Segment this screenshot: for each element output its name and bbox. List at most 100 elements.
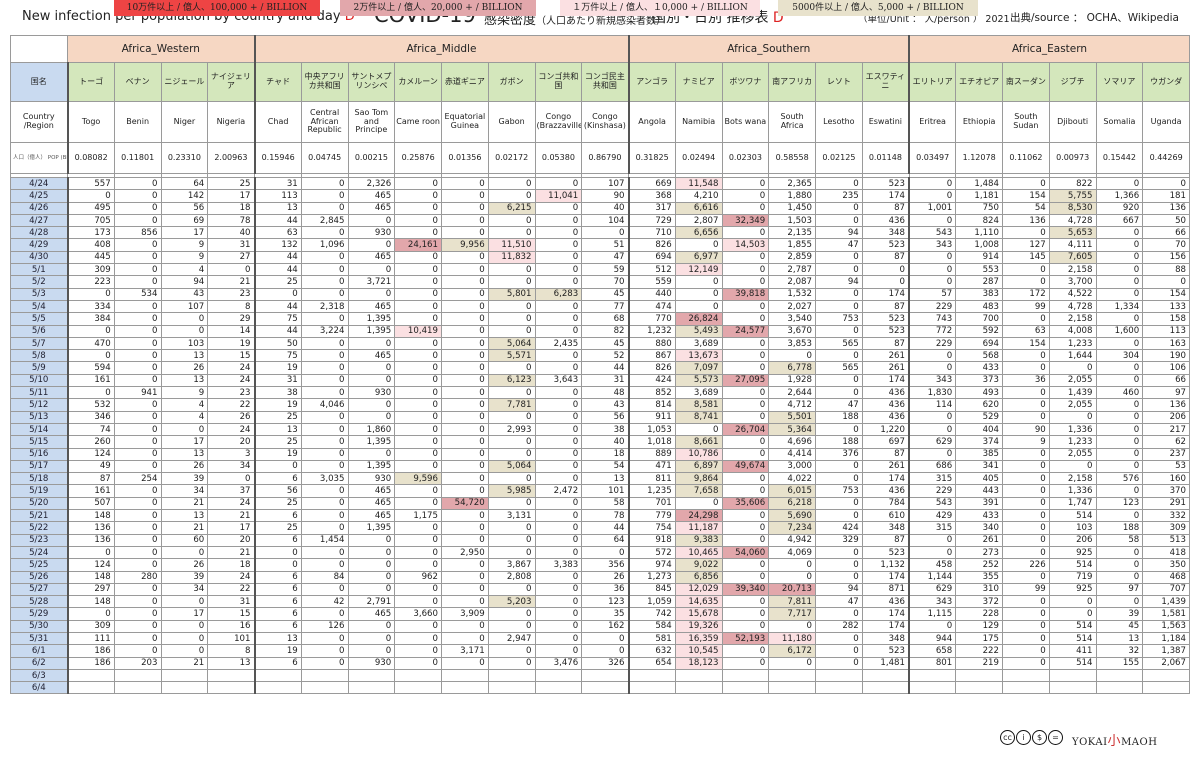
data-cell: 106: [1142, 361, 1190, 375]
data-cell: 190: [1142, 349, 1190, 363]
data-cell: 974: [627, 558, 676, 572]
data-cell: 291: [1142, 496, 1190, 511]
data-cell: 0: [674, 275, 723, 289]
cc-icon: cc: [1000, 730, 1015, 745]
data-cell: 2,644: [768, 386, 816, 400]
data-cell: 0: [721, 176, 770, 191]
data-cell: 856: [113, 226, 162, 240]
data-cell: 436: [861, 595, 910, 609]
date-cell: 4/28: [10, 226, 68, 240]
data-cell: 39: [1095, 607, 1144, 621]
data-cell: 3,700: [1048, 275, 1097, 289]
data-cell: 1,481: [861, 656, 910, 670]
data-cell: 4,414: [768, 447, 816, 461]
data-cell: 348: [861, 226, 910, 240]
country-name-en: Central African Republic: [300, 101, 349, 143]
data-cell: 11,180: [768, 631, 816, 646]
table-row: 5/21 148 0 13 21 6 0 465 1,175 0 3,131 0 78 779 24,298…: [10, 509, 1190, 523]
data-cell: 0: [908, 533, 957, 547]
population-value: 0.23310: [160, 142, 209, 174]
data-cell: 0: [113, 361, 162, 375]
date-cell: 5/22: [10, 521, 68, 535]
data-cell: 103: [160, 336, 209, 351]
table-row: 5/30 309 0 0 16 6 126 0 0 0 0 0 162 584 19,326 0 0 282 174…: [10, 619, 1190, 633]
data-cell: 77: [581, 299, 629, 314]
data-cell: 7,234: [768, 521, 816, 535]
data-cell: 867: [627, 349, 676, 363]
data-cell: 0: [1095, 176, 1144, 191]
data-cell: 19: [253, 644, 302, 658]
data-cell: 94: [815, 275, 863, 289]
data-cell: 1,132: [861, 558, 910, 572]
data-cell: 0: [1095, 410, 1144, 424]
data-cell: 26: [160, 361, 209, 375]
data-cell: 142: [160, 189, 209, 203]
table-row: 5/20 507 0 21 24 25 0 465 0 54,720 0 0 58 701 0 35,606 6…: [10, 496, 1190, 511]
data-cell: 217: [1142, 422, 1190, 437]
population-label: 人口（億人） POP (Billion) 日付 / DATE: [10, 142, 68, 174]
data-cell: 31: [207, 238, 255, 252]
data-cell: 0: [347, 263, 396, 277]
data-cell: 1,110: [955, 226, 1003, 240]
data-cell: 930: [347, 656, 396, 670]
data-cell: 0: [534, 595, 583, 609]
table-row: 5/14 74 0 0 24 13 0 1,860 0 0 2,993 0 38 1,053 0 26,704…: [10, 422, 1190, 437]
data-cell: 70: [581, 275, 629, 289]
data-cell: 4: [160, 410, 209, 424]
data-cell: 0: [394, 361, 442, 375]
data-cell: 941: [113, 386, 162, 400]
country-name-en: Eritrea: [908, 101, 957, 143]
data-cell: 0: [1002, 607, 1050, 621]
data-cell: 45: [581, 336, 629, 351]
data-cell: 87: [861, 533, 910, 547]
data-cell: 6,015: [768, 484, 816, 498]
data-cell: 20,713: [768, 582, 816, 597]
data-cell: 2,859: [768, 250, 816, 265]
date-cell: 5/21: [10, 509, 68, 523]
data-cell: 2,947: [487, 631, 536, 646]
data-cell: 0: [394, 373, 442, 388]
data-cell: 14,635: [674, 595, 723, 609]
date-cell: 5/11: [10, 386, 68, 400]
data-cell: 0: [160, 619, 209, 633]
data-cell: 0: [441, 410, 489, 424]
data-cell: 0: [441, 349, 489, 363]
data-cell: 0: [1095, 459, 1144, 474]
population-value: 0.25876: [394, 142, 442, 174]
data-cell: 436: [861, 213, 910, 228]
date-cell: 5/5: [10, 312, 68, 326]
country-name-en: Lesotho: [815, 101, 863, 143]
data-cell: 0: [1002, 619, 1050, 633]
data-cell: 260: [66, 435, 115, 449]
data-cell: 1,008: [955, 238, 1003, 252]
country-name-jp: ソマリア: [1095, 62, 1144, 102]
data-cell: [113, 681, 162, 695]
data-cell: 3,670: [768, 324, 816, 338]
data-cell: 237: [1142, 447, 1190, 461]
data-cell: 0: [721, 509, 770, 523]
data-cell: 1,273: [627, 570, 676, 584]
data-cell: 60: [160, 533, 209, 547]
data-cell: 17: [207, 521, 255, 535]
data-cell: 17: [160, 226, 209, 240]
data-cell: 743: [908, 312, 957, 326]
data-cell: 126: [300, 619, 349, 633]
data-cell: 188: [815, 435, 863, 449]
data-cell: 0: [394, 656, 442, 670]
data-cell: 1,175: [394, 509, 442, 523]
data-cell: 0: [160, 545, 209, 560]
data-cell: [534, 668, 583, 683]
data-cell: 0: [1048, 607, 1097, 621]
data-cell: [1142, 681, 1190, 695]
data-cell: 3,476: [534, 656, 583, 670]
country-name-en: Ethiopia: [955, 101, 1003, 143]
data-cell: 11,041: [534, 189, 583, 203]
data-cell: 0: [908, 349, 957, 363]
data-cell: 261: [861, 361, 910, 375]
data-cell: 3,689: [674, 336, 723, 351]
data-cell: 188: [1095, 521, 1144, 535]
data-cell: 811: [627, 472, 676, 486]
data-cell: 15: [207, 607, 255, 621]
data-cell: 0: [300, 263, 349, 277]
data-cell: 553: [955, 263, 1003, 277]
